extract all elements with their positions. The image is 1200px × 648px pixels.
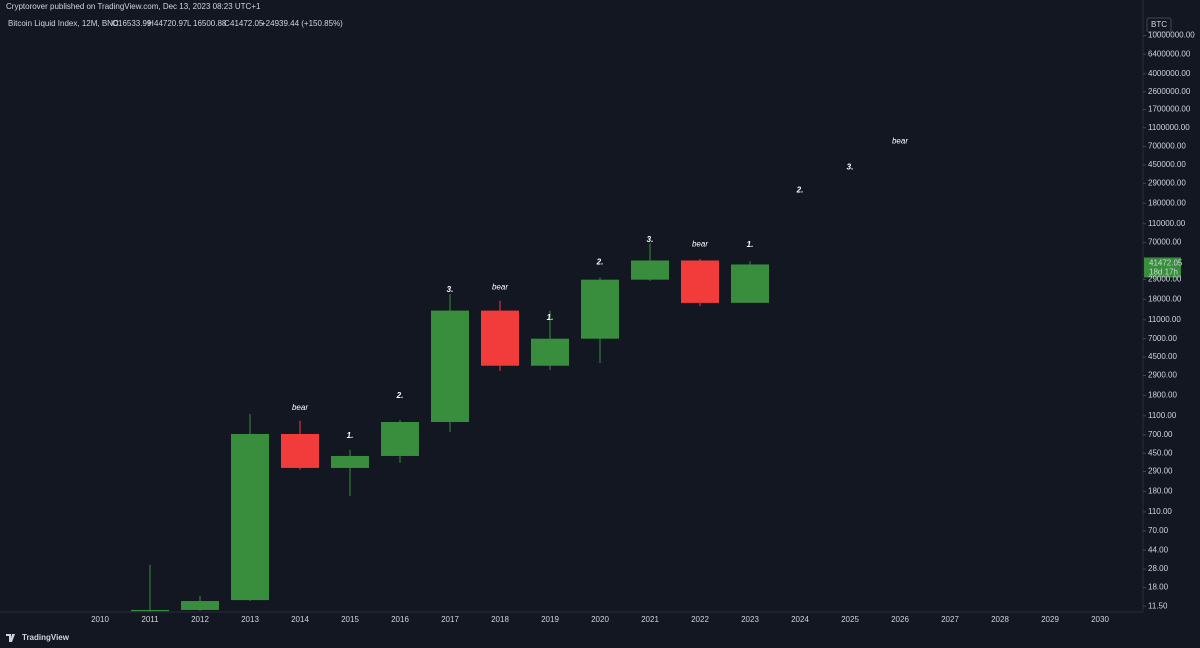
y-tick-label: 4000000.00 <box>1148 69 1191 78</box>
x-tick-label: 2024 <box>791 615 809 624</box>
x-tick-label: 2016 <box>391 615 409 624</box>
annotation: 3. <box>447 285 454 294</box>
y-tick-label: 7000.00 <box>1148 334 1177 343</box>
x-tick-label: 2012 <box>191 615 209 624</box>
x-tick-label: 2025 <box>841 615 859 624</box>
y-tick-label: 11000.00 <box>1148 315 1181 324</box>
x-tick-label: 2021 <box>641 615 659 624</box>
annotation: bear <box>492 282 508 291</box>
legend-ohlc-value: 16500.88 <box>193 19 227 28</box>
candle-body <box>381 422 419 456</box>
annotation: bear <box>692 240 708 249</box>
annotation: 2. <box>396 391 404 400</box>
annotation: 2. <box>796 186 804 195</box>
x-tick-label: 2011 <box>141 615 159 624</box>
y-tick-label: 70.00 <box>1148 526 1169 535</box>
x-tick-label: 2015 <box>341 615 359 624</box>
candle-body <box>631 260 669 280</box>
annotation: 1. <box>547 313 554 322</box>
candle-body <box>731 264 769 303</box>
legend-change: +24939.44 (+150.85%) <box>261 19 343 28</box>
y-tick-label: 1800.00 <box>1148 390 1177 399</box>
y-tick-label: 1700000.00 <box>1148 105 1191 114</box>
x-tick-label: 2023 <box>741 615 759 624</box>
publisher: Cryptorover published on TradingView.com… <box>6 2 261 11</box>
legend-ohlc-value: 16533.99 <box>118 19 152 28</box>
annotation: 3. <box>847 163 854 172</box>
y-tick-label: 10000000.00 <box>1148 31 1195 40</box>
legend-ohlc-label: C <box>224 19 230 28</box>
legend-ohlc-label: O <box>112 19 118 28</box>
candle-body <box>431 310 469 423</box>
x-tick-label: 2030 <box>1091 615 1109 624</box>
x-tick-label: 2010 <box>91 615 109 624</box>
y-tick-label: 450000.00 <box>1148 160 1186 169</box>
y-tick-label: 110000.00 <box>1148 219 1186 228</box>
x-tick-label: 2029 <box>1041 615 1059 624</box>
legend-ohlc-value: 44720.97 <box>154 19 188 28</box>
candle-body <box>581 279 619 339</box>
candle-body <box>531 338 569 366</box>
y-tick-label: 1100.00 <box>1148 411 1177 420</box>
y-tick-label: 18000.00 <box>1148 294 1182 303</box>
y-tick-label: 1100000.00 <box>1148 123 1190 132</box>
y-tick-label: 2900.00 <box>1148 371 1177 380</box>
candle-body <box>131 609 169 612</box>
annotation: 3. <box>647 235 654 244</box>
legend-name: Bitcoin Liquid Index, 12M, BNC <box>8 19 119 28</box>
currency: BTC <box>1151 20 1167 29</box>
legend-ohlc-value: 41472.05 <box>230 19 264 28</box>
x-tick-label: 2027 <box>941 615 959 624</box>
y-tick-label: 110.00 <box>1148 507 1172 516</box>
y-tick-label: 70000.00 <box>1148 238 1182 247</box>
legend-ohlc-label: H <box>148 19 154 28</box>
candle-body <box>181 601 219 610</box>
y-tick-label: 180.00 <box>1148 487 1173 496</box>
last-price: 41472.05 <box>1149 259 1183 268</box>
x-tick-label: 2019 <box>541 615 559 624</box>
x-tick-label: 2018 <box>491 615 509 624</box>
y-tick-label: 700.00 <box>1148 430 1173 439</box>
brand: TradingView <box>22 633 70 642</box>
currency-box <box>1146 17 1172 33</box>
y-tick-label: 44.00 <box>1148 545 1169 554</box>
annotation: 1. <box>347 431 354 440</box>
annotation: bear <box>892 137 908 146</box>
y-tick-label: 2600000.00 <box>1148 87 1191 96</box>
countdown: 18d 17h <box>1149 268 1178 277</box>
legend-ohlc-label: L <box>187 19 192 28</box>
y-tick-label: 290.00 <box>1148 467 1173 476</box>
candle-body <box>281 433 319 468</box>
y-tick-label: 29000.00 <box>1148 274 1182 283</box>
y-tick-label: 290000.00 <box>1148 178 1186 187</box>
y-tick-label: 11.50 <box>1148 601 1168 610</box>
annotation: 2. <box>596 257 604 266</box>
last-price-box <box>1144 257 1181 278</box>
y-tick-label: 28.00 <box>1148 564 1169 573</box>
y-tick-label: 4500.00 <box>1148 352 1177 361</box>
x-tick-label: 2017 <box>441 615 459 624</box>
y-tick-label: 450.00 <box>1148 448 1173 457</box>
x-tick-label: 2022 <box>691 615 709 624</box>
candle-body <box>331 455 369 468</box>
annotation: 1. <box>747 240 754 249</box>
x-tick-label: 2013 <box>241 615 259 624</box>
y-tick-label: 700000.00 <box>1148 142 1186 151</box>
x-tick-label: 2014 <box>291 615 309 624</box>
brand-logo <box>6 634 15 642</box>
y-tick-label: 18.00 <box>1148 583 1169 592</box>
candle-body <box>681 260 719 303</box>
y-tick-label: 6400000.00 <box>1148 49 1191 58</box>
y-tick-label: 180000.00 <box>1148 198 1186 207</box>
x-tick-label: 2028 <box>991 615 1009 624</box>
candle-body <box>481 310 519 366</box>
x-tick-label: 2020 <box>591 615 609 624</box>
annotation: bear <box>292 403 308 412</box>
candle-body <box>231 433 269 601</box>
x-tick-label: 2026 <box>891 615 909 624</box>
